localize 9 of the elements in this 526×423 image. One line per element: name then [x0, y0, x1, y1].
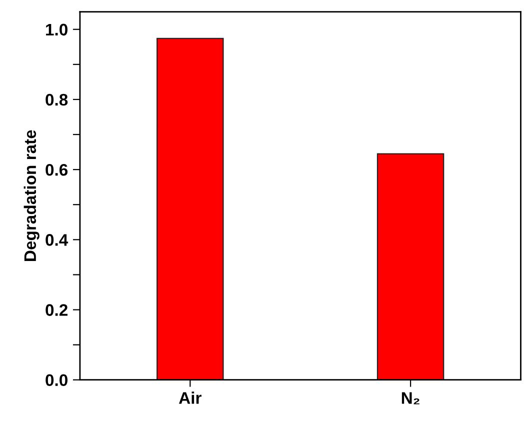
y-tick-label: 0.6 — [46, 164, 68, 176]
y-tick-label: 0.4 — [46, 234, 68, 246]
y-axis-title: Degradation rate — [24, 130, 40, 261]
x-tick-label: Air — [178, 392, 202, 404]
y-tick-label: 0.8 — [46, 94, 68, 106]
x-tick-label: N₂ — [402, 392, 420, 404]
y-tick-label: 0.2 — [46, 304, 68, 316]
y-tick-label: 1.0 — [46, 24, 68, 36]
y-tick-label: 0.0 — [46, 374, 68, 386]
